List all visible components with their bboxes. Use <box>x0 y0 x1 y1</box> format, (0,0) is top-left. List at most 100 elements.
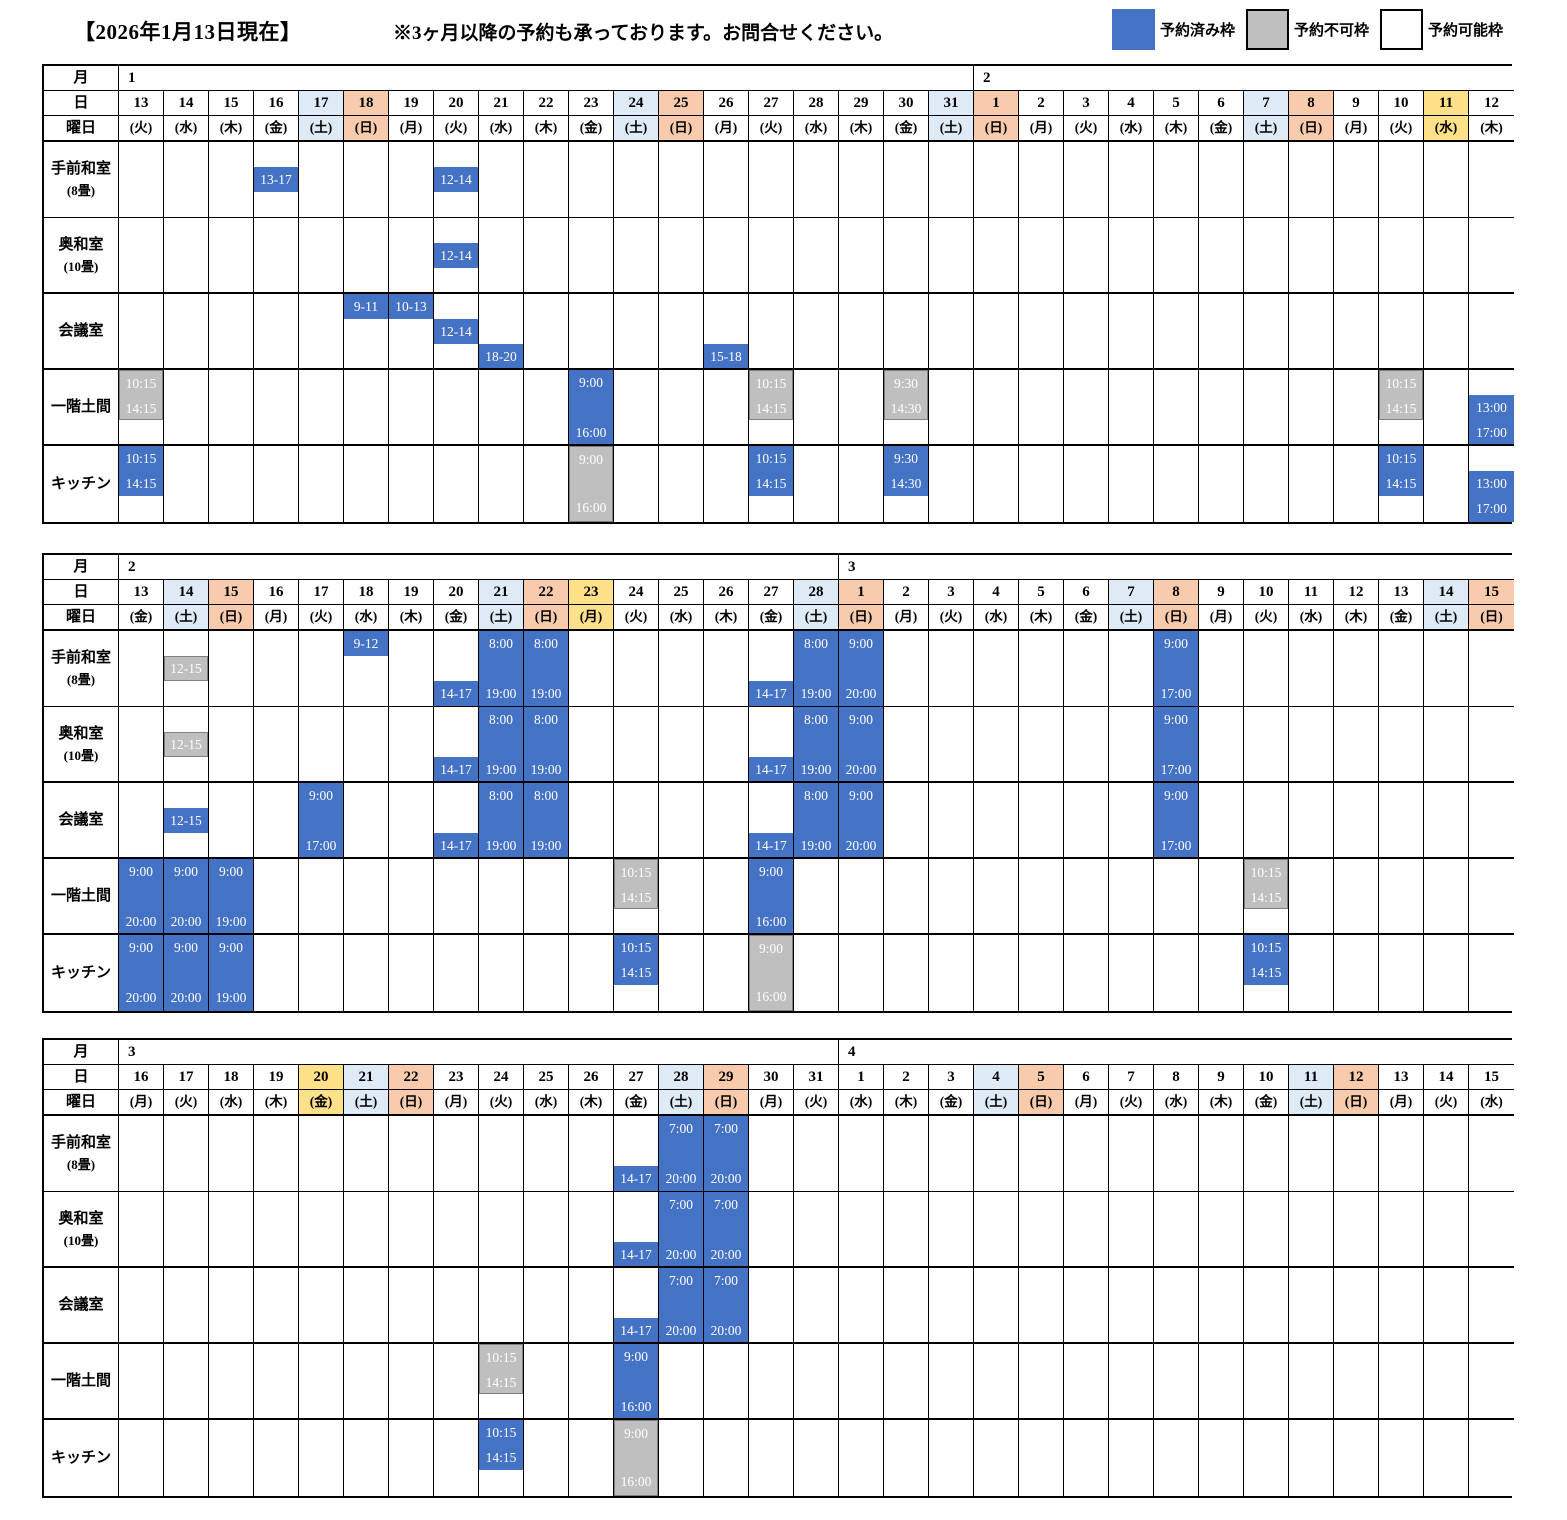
calendar-cell <box>1379 631 1424 707</box>
calendar-cell <box>1424 707 1469 783</box>
weekday-cell: (金) <box>1379 605 1424 631</box>
booking-chip: 13-17 <box>254 167 298 193</box>
calendar-cell <box>479 218 524 294</box>
day-cell: 6 <box>1064 1065 1109 1090</box>
weekday-cell: (月) <box>1379 1090 1424 1116</box>
calendar-cell: 12-15 <box>164 783 209 859</box>
calendar-cell <box>344 859 389 935</box>
calendar-cell <box>524 142 569 218</box>
booking-chip: 14-17 <box>749 833 793 857</box>
calendar-cell <box>209 783 254 859</box>
calendar-cell <box>389 446 434 522</box>
calendar-cell <box>1109 859 1154 935</box>
calendar-cell <box>299 142 344 218</box>
calendar-cell: 14-17 <box>749 631 794 707</box>
calendar-cell <box>1289 631 1334 707</box>
day-cell: 6 <box>1064 580 1109 605</box>
month-header-label: 月 <box>44 555 119 580</box>
calendar-cell <box>1334 1420 1379 1496</box>
calendar-cell: 9:00 16:00 <box>749 859 794 935</box>
calendar-cell: 9:00 20:00 <box>119 935 164 1011</box>
calendar-cell: 12-15 <box>164 707 209 783</box>
booking-chip: 8:00 19:00 <box>524 631 568 706</box>
calendar-cell <box>749 1344 794 1420</box>
calendar-cell <box>1064 783 1109 859</box>
calendar-cell <box>1379 783 1424 859</box>
calendar-cell: 7:00 20:00 <box>704 1116 749 1192</box>
booking-chip: 8:00 19:00 <box>479 631 523 706</box>
calendar-cell <box>344 1268 389 1344</box>
calendar-cell <box>119 631 164 707</box>
booking-chip: 9:00 20:00 <box>164 859 208 933</box>
calendar-cell <box>389 1420 434 1496</box>
room-row: 奥和室 (10畳) 12-14 <box>44 218 1514 294</box>
calendar-cell <box>749 1268 794 1344</box>
day-cell: 21 <box>344 1065 389 1090</box>
calendar-cell <box>884 707 929 783</box>
calendar-cell <box>254 935 299 1011</box>
booking-chip: 10:15 14:15 <box>1244 859 1288 910</box>
day-cell: 29 <box>839 91 884 116</box>
weekday-cell: (火) <box>1379 116 1424 142</box>
calendar-cell <box>1424 1344 1469 1420</box>
room-label: 一階土間 <box>44 1344 119 1420</box>
calendar-cell <box>704 1420 749 1496</box>
calendar-cell <box>479 1268 524 1344</box>
calendar-cell <box>704 707 749 783</box>
calendar-cell <box>1289 142 1334 218</box>
booking-chip: 8:00 19:00 <box>794 707 838 781</box>
calendar-cell <box>569 1268 614 1344</box>
calendar-cell <box>1199 1420 1244 1496</box>
calendar-cell <box>344 1344 389 1420</box>
calendar-cell: 10:15 14:15 <box>749 370 794 446</box>
day-cell: 8 <box>1289 91 1334 116</box>
calendar-cell <box>1199 707 1244 783</box>
calendar-cell <box>344 935 389 1011</box>
calendar-cell <box>1064 707 1109 783</box>
room-label: 会議室 <box>44 294 119 370</box>
calendar-cell: 9:00 17:00 <box>299 783 344 859</box>
weekday-cell: (木) <box>569 1090 614 1116</box>
calendar-cell <box>254 1268 299 1344</box>
calendar-cell <box>614 294 659 370</box>
calendar-cell <box>389 1344 434 1420</box>
calendar-cell <box>164 142 209 218</box>
calendar-cell: 12-14 <box>434 218 479 294</box>
calendar-cell <box>839 218 884 294</box>
room-label: キッチン <box>44 446 119 522</box>
calendar-cell <box>524 1116 569 1192</box>
calendar-cell <box>974 783 1019 859</box>
calendar-cell <box>524 218 569 294</box>
calendar-cell <box>389 631 434 707</box>
weekday-cell: (水) <box>1289 605 1334 631</box>
month-label-cell: 2 <box>974 66 1514 91</box>
calendar-cell <box>1334 1116 1379 1192</box>
weekday-cell: (月) <box>434 1090 479 1116</box>
day-cell: 8 <box>1154 580 1199 605</box>
day-cell: 25 <box>524 1065 569 1090</box>
booking-chip: 7:00 20:00 <box>704 1116 748 1191</box>
weekday-cell: (土) <box>299 116 344 142</box>
calendar-cell <box>839 935 884 1011</box>
calendar-cell <box>344 1116 389 1192</box>
room-label: 奥和室 (10畳) <box>44 218 119 294</box>
calendar-cell <box>254 446 299 522</box>
room-row: 一階土間 10:15 14:15 9:00 16:00 10:15 14:15 9:30 14:… <box>44 370 1514 446</box>
booking-chip: 12-14 <box>434 319 478 345</box>
calendar-cell: 14-17 <box>614 1116 659 1192</box>
calendar-cell <box>119 142 164 218</box>
calendar-cell <box>1469 707 1514 783</box>
calendar-cell <box>614 370 659 446</box>
weekday-cell: (火) <box>614 605 659 631</box>
weekday-cell: (木) <box>254 1090 299 1116</box>
booking-chip: 9:00 20:00 <box>119 935 163 1011</box>
calendar-cell <box>389 783 434 859</box>
booking-chip: 7:00 20:00 <box>704 1192 748 1266</box>
calendar-cell: 12-15 <box>164 631 209 707</box>
calendar-cell <box>929 783 974 859</box>
calendar-cell <box>1244 1420 1289 1496</box>
calendar-cell <box>1109 370 1154 446</box>
calendar-cell <box>929 446 974 522</box>
calendar-cell <box>704 631 749 707</box>
booking-chip: 9:00 16:00 <box>614 1420 658 1496</box>
